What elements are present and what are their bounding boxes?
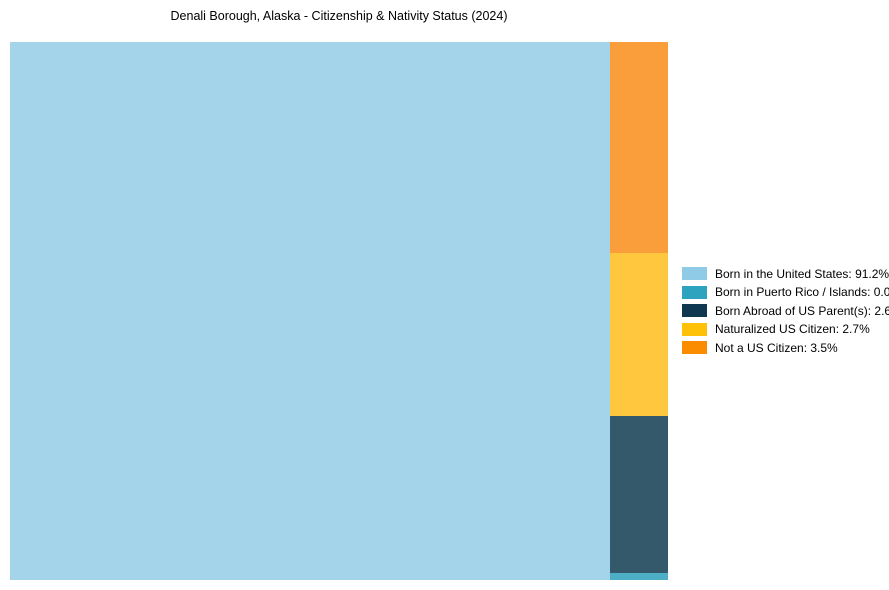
legend-label-born-abroad-of-us-parent-s: Born Abroad of US Parent(s): 2.6% <box>715 303 889 318</box>
legend-row-not-a-us-citizen: Not a US Citizen: 3.5% <box>682 340 889 355</box>
treemap-minor-column <box>610 42 668 580</box>
treemap-cell-not-a-us-citizen <box>610 42 668 254</box>
legend-swatch-naturalized-us-citizen <box>682 322 707 336</box>
treemap-cell-born-abroad-of-us-parent-s <box>610 416 668 573</box>
legend-row-naturalized-us-citizen: Naturalized US Citizen: 2.7% <box>682 322 889 336</box>
legend-swatch-born-in-puerto-rico-islands <box>682 285 707 299</box>
treemap-plot <box>10 42 668 580</box>
legend-label-not-a-us-citizen: Not a US Citizen: 3.5% <box>715 340 838 355</box>
legend-label-born-in-the-united-states: Born in the United States: 91.2% <box>715 266 889 281</box>
treemap-cell-born-in-the-united-states <box>10 42 611 580</box>
legend-row-born-abroad-of-us-parent-s: Born Abroad of US Parent(s): 2.6% <box>682 303 889 318</box>
legend-swatch-not-a-us-citizen <box>682 341 707 354</box>
legend-label-born-in-puerto-rico-islands: Born in Puerto Rico / Islands: 0.0% <box>715 285 889 299</box>
treemap-cell-born-in-puerto-rico-islands <box>610 573 668 580</box>
legend-swatch-born-in-the-united-states <box>682 267 707 280</box>
legend-row-born-in-puerto-rico-islands: Born in Puerto Rico / Islands: 0.0% <box>682 285 889 299</box>
treemap-cell-naturalized-us-citizen <box>610 253 668 417</box>
legend-swatch-born-abroad-of-us-parent-s <box>682 304 707 317</box>
chart-title: Denali Borough, Alaska - Citizenship & N… <box>170 9 508 23</box>
legend: Born in the United States: 91.2% Born in … <box>682 267 889 360</box>
legend-row-born-in-the-united-states: Born in the United States: 91.2% <box>682 266 889 281</box>
legend-label-naturalized-us-citizen: Naturalized US Citizen: 2.7% <box>715 322 870 336</box>
